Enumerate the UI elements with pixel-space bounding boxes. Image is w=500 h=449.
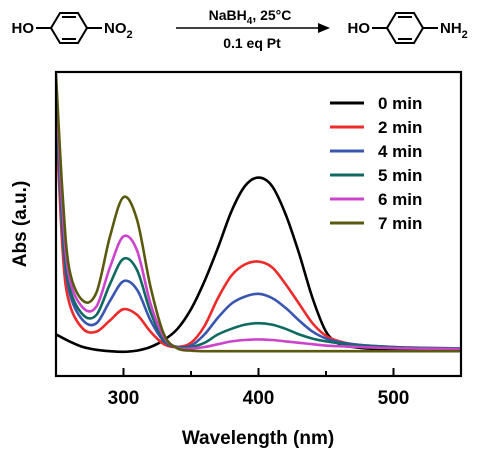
reactant-nitro-label: NO2 [104,20,133,41]
legend-label: 2 min [378,118,422,137]
x-axis-ticks: 300 400 500 [55,368,462,409]
product-amine-label: NH2 [440,20,468,41]
legend: 0 min 2 min 4 min 5 min 6 min 7 min [330,94,422,233]
reaction-scheme: HO NO2 NaBH4, 25°C 0.1 eq Pt HO NH2 [12,7,468,51]
reactant-hydroxyl-label: HO [12,20,35,37]
reaction-arrow-icon [176,23,330,33]
x-axis-label: Wavelength (nm) [182,428,334,449]
legend-label: 5 min [378,166,422,185]
legend-label: 4 min [378,142,422,161]
legend-label: 7 min [378,214,422,233]
reagent-bottom-label: 0.1 eq Pt [223,35,281,51]
reagent-top-label: NaBH4, 25°C [209,7,292,27]
y-axis-label: Abs (a.u.) [10,181,31,268]
legend-label: 0 min [378,94,422,113]
x-tick-label: 300 [108,388,140,409]
series-line-5-min [56,96,461,350]
x-tick-label: 400 [243,388,275,409]
series-line-7-min [56,73,461,353]
reactant-benzene-ring-icon [36,12,102,44]
product-benzene-ring-icon [372,12,438,44]
x-tick-label: 500 [378,388,410,409]
series-line-6-min [56,85,461,351]
product-hydroxyl-label: HO [348,20,371,37]
series-layer [56,73,461,354]
legend-label: 6 min [378,190,422,209]
